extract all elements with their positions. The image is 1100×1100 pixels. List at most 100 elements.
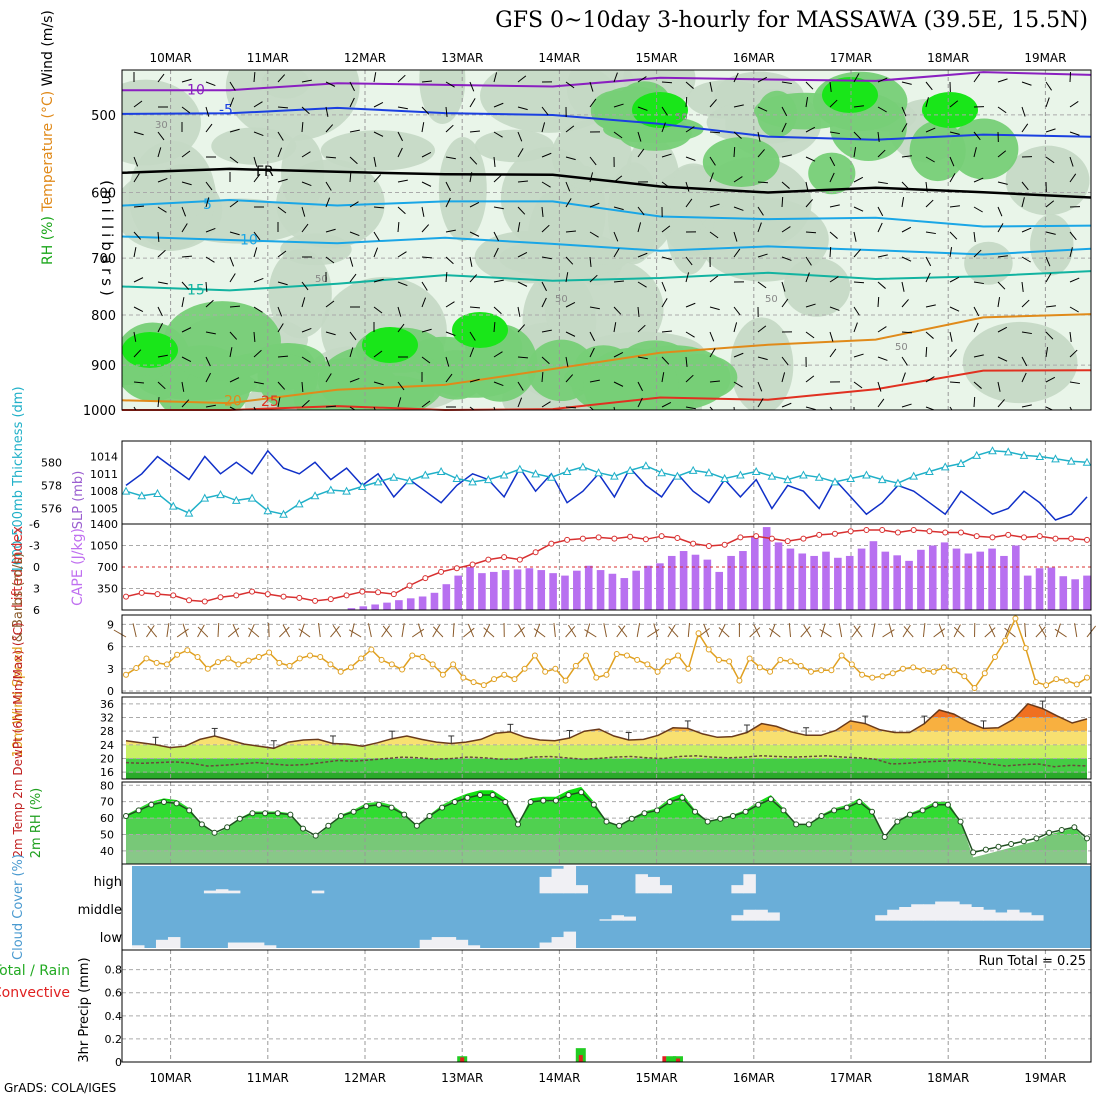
rh-point bbox=[1046, 829, 1053, 836]
wind-barb bbox=[757, 149, 765, 158]
wind-barb bbox=[829, 276, 839, 283]
slp-point bbox=[231, 495, 241, 504]
cloud-low-cell bbox=[263, 945, 277, 948]
wind-barb bbox=[421, 106, 430, 115]
rh-point bbox=[818, 813, 825, 819]
wind-barb bbox=[733, 104, 744, 108]
wind-barb bbox=[349, 81, 355, 92]
wind-barb bbox=[445, 106, 448, 117]
rh-point bbox=[805, 821, 812, 828]
wind10-barb bbox=[382, 625, 393, 638]
slp-point bbox=[877, 475, 887, 484]
rh-point bbox=[616, 822, 623, 829]
wind-barb bbox=[613, 231, 619, 242]
wind-barb bbox=[877, 326, 887, 333]
wind10-barb bbox=[922, 623, 926, 638]
wind-point bbox=[736, 677, 743, 684]
slp-point bbox=[373, 477, 383, 486]
slp-point bbox=[767, 471, 777, 480]
li-tick: 6 bbox=[33, 604, 40, 617]
wind-barb bbox=[925, 127, 936, 133]
rh-point bbox=[565, 792, 572, 798]
rh-point bbox=[578, 789, 585, 796]
slp-point bbox=[736, 470, 745, 479]
wind-barb bbox=[973, 249, 982, 258]
wind-barb bbox=[469, 347, 475, 358]
wind-barb bbox=[925, 199, 934, 208]
wind-barb bbox=[805, 406, 816, 410]
wind-point bbox=[981, 670, 988, 677]
rh-mid-blob bbox=[281, 134, 325, 213]
rh-mid-blob bbox=[438, 136, 487, 242]
wind10-barb bbox=[565, 626, 576, 638]
wind-barb bbox=[373, 72, 377, 83]
wind-point bbox=[388, 661, 395, 668]
wind-point bbox=[399, 666, 406, 673]
rh-green-blob bbox=[808, 152, 856, 195]
upper-y-tick: 1000 bbox=[83, 404, 116, 419]
wind-barb bbox=[301, 121, 304, 133]
wind10-barb bbox=[217, 622, 220, 638]
wind-barb bbox=[949, 276, 960, 283]
wind-barb bbox=[421, 152, 432, 158]
slp-point bbox=[562, 466, 572, 476]
wind-barb bbox=[493, 131, 503, 138]
rh-green-blob bbox=[702, 137, 780, 187]
wind-point bbox=[869, 674, 876, 681]
wind-barb bbox=[709, 231, 719, 239]
wind-barb bbox=[133, 156, 139, 167]
wind10-barb bbox=[176, 628, 189, 638]
wind-barb bbox=[541, 206, 544, 217]
li-point bbox=[737, 534, 744, 541]
wind-point bbox=[695, 630, 702, 637]
wind-barb bbox=[853, 73, 860, 83]
wind-barb bbox=[589, 306, 600, 310]
slp-point bbox=[515, 464, 525, 473]
rh-point bbox=[1084, 835, 1090, 842]
rh-point bbox=[755, 801, 762, 808]
slp-point bbox=[814, 472, 824, 481]
cape-bar bbox=[845, 555, 854, 610]
li-point bbox=[1036, 533, 1043, 540]
wind-barb bbox=[1069, 349, 1078, 358]
wind-barb bbox=[1045, 156, 1055, 164]
rh-point bbox=[426, 813, 433, 819]
wind10-barb bbox=[467, 623, 475, 638]
upper-y-tick: 800 bbox=[91, 309, 116, 324]
wind-barb bbox=[805, 181, 809, 192]
wind-barb bbox=[997, 381, 1001, 392]
li-point bbox=[910, 527, 917, 533]
wind-barb bbox=[445, 373, 453, 383]
cloud-middle-cell bbox=[887, 909, 900, 921]
li-point bbox=[831, 530, 838, 537]
slp-point bbox=[468, 477, 477, 486]
precip-legend: Total / Rain Convective bbox=[0, 963, 70, 1001]
wind-barb bbox=[181, 297, 185, 308]
li-point bbox=[973, 533, 980, 540]
wind-barb bbox=[901, 123, 908, 133]
wind-barb bbox=[781, 256, 792, 261]
wind-barb bbox=[517, 381, 524, 391]
wind-barb bbox=[277, 306, 283, 317]
cloud-middle-cell bbox=[959, 904, 972, 921]
wind-point bbox=[777, 656, 784, 663]
cloud-middle-cell bbox=[1007, 909, 1020, 921]
wind-barb bbox=[997, 281, 1006, 290]
wind-barb bbox=[829, 348, 837, 358]
rh-point bbox=[363, 803, 370, 810]
wind-barb bbox=[493, 406, 496, 410]
wind-barb bbox=[181, 181, 192, 186]
cape-bar bbox=[442, 584, 451, 610]
slp-point bbox=[121, 486, 131, 495]
cape-bar bbox=[917, 549, 925, 610]
rh-point bbox=[679, 794, 686, 801]
cape-bar bbox=[940, 542, 949, 610]
wind-point bbox=[439, 671, 446, 678]
wind-barb bbox=[637, 222, 642, 233]
wind-barb bbox=[925, 272, 931, 283]
wind-barb bbox=[421, 281, 428, 291]
wind-barb bbox=[157, 177, 168, 183]
wind-point bbox=[920, 667, 927, 674]
wind-barb bbox=[565, 198, 572, 208]
wind-point bbox=[644, 661, 651, 668]
